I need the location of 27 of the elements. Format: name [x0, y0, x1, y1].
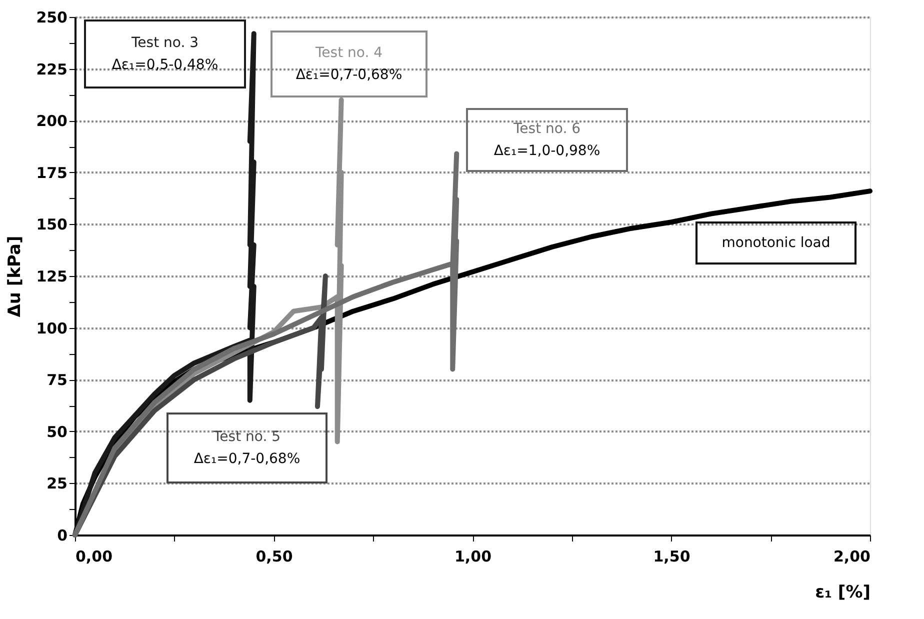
y-tick-label: 150	[36, 216, 68, 234]
annotation: Δε₁=1,0-0,98%	[494, 143, 600, 159]
x-tick-label: 1,00	[454, 548, 492, 566]
annotation: Δε₁=0,5-0,48%	[112, 57, 218, 73]
x-tick-label: 2,00	[833, 548, 870, 566]
y-tick-label: 125	[36, 268, 68, 286]
x-tick-label: 1,50	[653, 548, 690, 566]
y-tick-label: 200	[36, 112, 68, 130]
text: Test no. 6	[512, 121, 581, 137]
y-axis-title: Δu [kPa]	[5, 236, 26, 318]
y-tick-label: 0	[57, 526, 68, 544]
x-tick-label: 0,50	[256, 548, 293, 566]
y-tick-label: 225	[36, 60, 68, 78]
text: Test no. 4	[314, 45, 383, 61]
y-tick-label: 100	[36, 319, 68, 338]
text: Test no. 3	[130, 35, 199, 51]
text: Test no. 5	[212, 429, 281, 445]
y-tick-label: 25	[46, 474, 68, 493]
y-tick-label: 175	[36, 164, 68, 182]
x-tick-label: 0,00	[76, 548, 113, 566]
y-tick-label: 75	[46, 371, 68, 390]
series-label: monotonic load	[722, 235, 830, 251]
annotation: Δε₁=0,7-0,68%	[194, 451, 300, 467]
x-axis-title: ε₁ [%]	[815, 582, 870, 602]
y-tick-label: 250	[36, 8, 68, 26]
annotation: Δε₁=0,7-0,68%	[296, 67, 402, 83]
y-tick-label: 50	[46, 422, 68, 441]
